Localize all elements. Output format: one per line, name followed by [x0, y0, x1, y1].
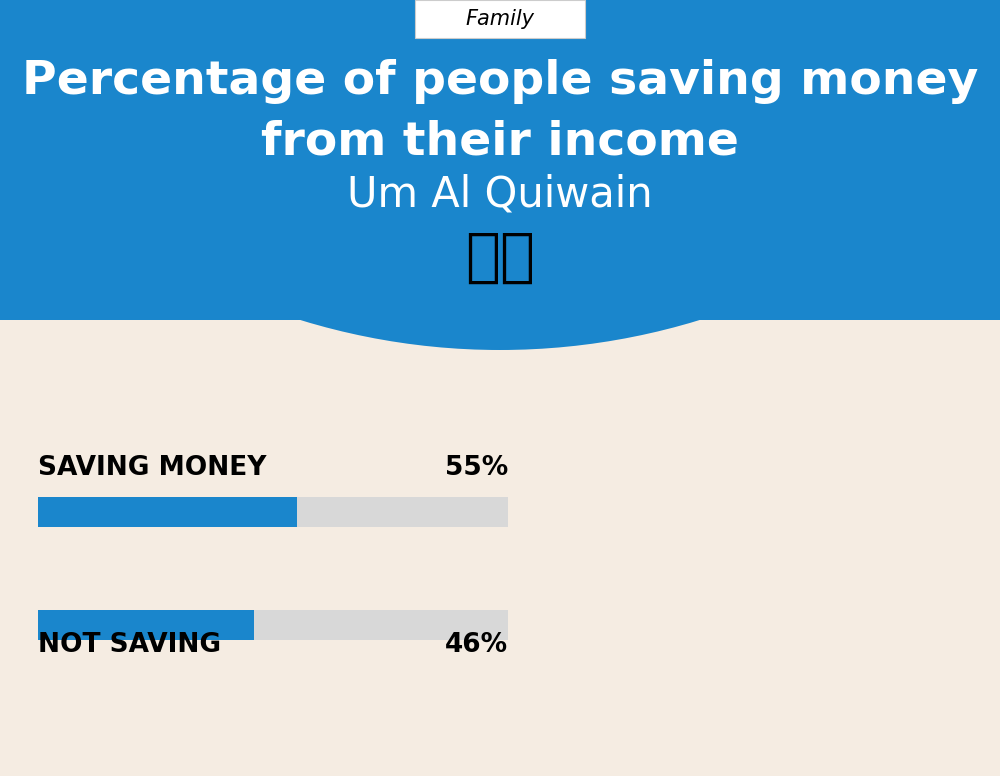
FancyBboxPatch shape: [38, 610, 254, 640]
Text: 🇦🇪: 🇦🇪: [465, 228, 535, 286]
FancyBboxPatch shape: [38, 497, 296, 527]
Text: 46%: 46%: [445, 632, 508, 658]
Text: SAVING MONEY: SAVING MONEY: [38, 455, 266, 481]
FancyBboxPatch shape: [0, 0, 1000, 320]
Text: 55%: 55%: [445, 455, 508, 481]
Text: Percentage of people saving money: Percentage of people saving money: [22, 60, 978, 105]
Text: from their income: from their income: [261, 120, 739, 165]
Text: NOT SAVING: NOT SAVING: [38, 632, 221, 658]
Text: Um Al Quiwain: Um Al Quiwain: [347, 173, 653, 215]
Text: Family: Family: [466, 9, 534, 29]
FancyBboxPatch shape: [38, 497, 508, 527]
Circle shape: [0, 0, 1000, 350]
FancyBboxPatch shape: [415, 0, 585, 38]
FancyBboxPatch shape: [38, 610, 508, 640]
